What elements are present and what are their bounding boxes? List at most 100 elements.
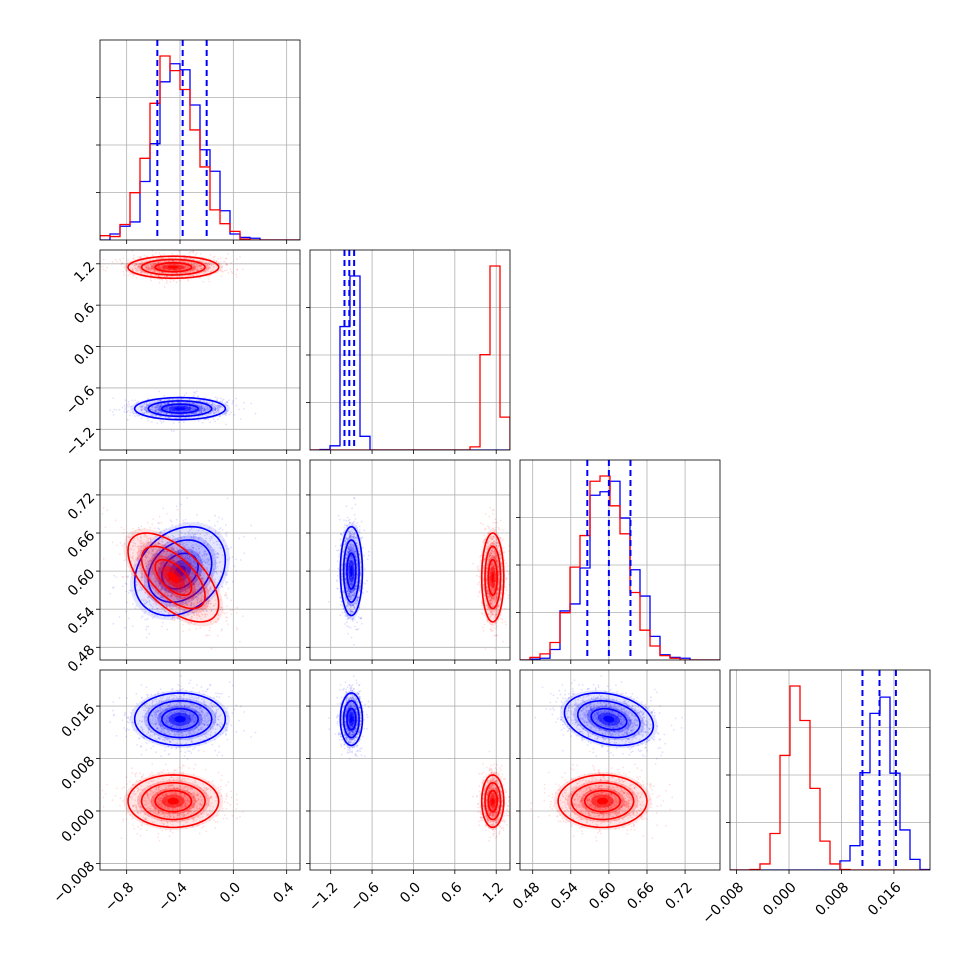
scatter-point	[156, 406, 159, 408]
scatter-point	[225, 411, 228, 414]
scatter-point	[146, 264, 148, 267]
scatter-point	[174, 413, 177, 416]
scatter-point	[228, 547, 230, 550]
scatter-point	[201, 577, 203, 580]
scatter-point	[206, 557, 209, 560]
scatter-point	[216, 556, 218, 558]
scatter-point	[158, 271, 160, 274]
scatter-point	[203, 551, 206, 553]
scatter-point	[195, 390, 198, 393]
scatter-point	[221, 406, 224, 409]
scatter-point	[217, 408, 220, 411]
scatter-point	[220, 275, 223, 278]
scatter-point	[235, 404, 238, 407]
scatter-point	[114, 258, 117, 261]
scatter-point	[225, 535, 228, 537]
scatter-point	[145, 628, 148, 631]
scatter-point	[140, 260, 143, 263]
scatter-point	[182, 588, 185, 591]
scatter-point	[150, 408, 153, 411]
scatter-point	[230, 270, 233, 273]
scatter-point	[166, 558, 169, 560]
scatter-point	[132, 407, 135, 410]
scatter-point	[170, 520, 173, 523]
scatter-point	[189, 258, 192, 260]
scatter-point	[185, 267, 187, 270]
scatter-point	[182, 413, 185, 416]
scatter-point	[158, 266, 161, 268]
scatter-point	[145, 266, 148, 269]
scatter-point	[111, 541, 114, 544]
scatter-point	[160, 264, 163, 267]
scatter-point	[126, 405, 128, 407]
scatter-point	[161, 275, 164, 277]
scatter-point	[139, 263, 142, 266]
scatter-point	[204, 408, 207, 411]
scatter-point	[146, 596, 149, 598]
scatter-point	[204, 552, 207, 555]
scatter-point	[226, 597, 229, 600]
scatter-point	[163, 286, 166, 288]
scatter-point	[209, 270, 212, 273]
scatter-point	[153, 409, 156, 411]
scatter-point	[242, 615, 244, 618]
scatter-point	[178, 618, 181, 620]
scatter-point	[165, 408, 167, 410]
panel-frame	[99, 39, 301, 241]
scatter-point	[165, 580, 168, 583]
scatter-point	[162, 420, 165, 423]
scatter-point	[205, 408, 208, 411]
scatter-point	[150, 268, 153, 270]
scatter-point	[168, 399, 171, 401]
scatter-point	[191, 409, 194, 412]
scatter-point	[175, 556, 178, 559]
scatter-point	[175, 260, 178, 263]
scatter-point	[176, 547, 178, 550]
scatter-point	[141, 405, 144, 408]
scatter-point	[111, 587, 114, 589]
scatter-point	[180, 590, 183, 592]
scatter-point	[188, 585, 191, 587]
scatter-point	[199, 408, 202, 410]
scatter-point	[190, 603, 193, 606]
scatter-point	[225, 620, 228, 622]
scatter-point	[201, 407, 204, 410]
scatter-point	[140, 405, 143, 408]
scatter-point	[187, 262, 190, 264]
scatter-point	[160, 562, 162, 565]
scatter-point	[112, 414, 115, 416]
scatter-point	[125, 269, 128, 272]
scatter-point	[157, 527, 160, 530]
scatter-point	[185, 272, 188, 274]
scatter-point	[138, 262, 141, 265]
scatter-point	[215, 411, 218, 413]
scatter-point	[200, 406, 203, 409]
scatter-point	[196, 265, 198, 268]
scatter-point	[189, 274, 192, 277]
scatter-point	[165, 408, 168, 410]
scatter-point	[182, 413, 185, 416]
scatter-point	[187, 410, 189, 413]
scatter-point	[149, 277, 152, 280]
scatter-point	[159, 254, 162, 256]
scatter-point	[165, 590, 168, 593]
scatter-point	[205, 418, 208, 421]
scatter-point	[129, 414, 131, 417]
scatter-point	[187, 533, 190, 535]
scatter-point	[166, 406, 168, 409]
scatter-point	[159, 264, 161, 267]
scatter-point	[201, 577, 203, 580]
scatter-point	[154, 574, 156, 577]
scatter-point	[195, 407, 198, 410]
scatter-point	[166, 408, 169, 411]
scatter-point	[204, 262, 207, 265]
scatter-point	[187, 278, 190, 281]
scatter-point	[216, 418, 219, 420]
scatter-point	[125, 264, 128, 267]
panel-content	[101, 250, 257, 433]
scatter-point	[200, 404, 203, 406]
scatter-point	[194, 578, 197, 580]
scatter-point	[153, 264, 156, 267]
scatter-point	[198, 552, 200, 555]
scatter-point	[170, 413, 173, 415]
